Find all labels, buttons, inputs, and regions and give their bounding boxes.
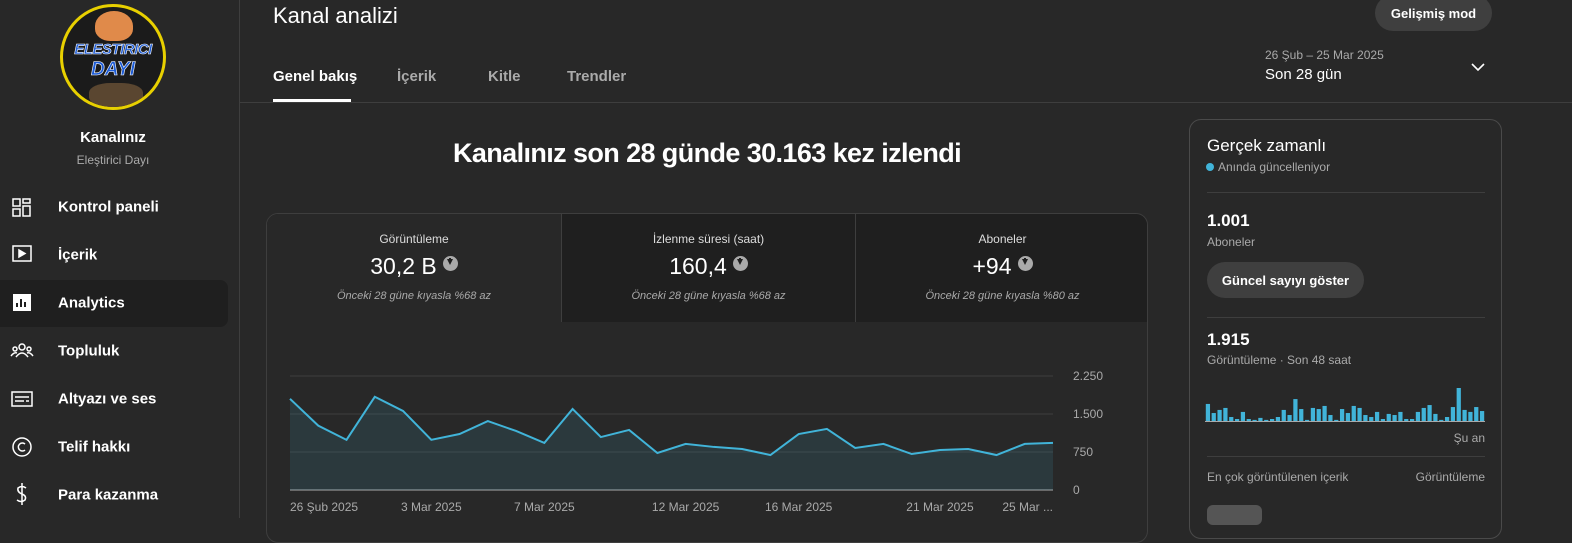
live-dot	[1206, 163, 1214, 171]
subscriber-count: 1.001	[1207, 211, 1250, 230]
overview-card: Görüntüleme 30,2 B Önceki 28 güne kıyasla …	[266, 213, 1148, 543]
period[interactable]: Son 28 gün	[1265, 66, 1342, 83]
metric-value: 160,4	[669, 253, 727, 279]
nav-active-bg	[0, 280, 228, 327]
metric-value: +94	[972, 253, 1012, 279]
period-chevron[interactable]	[1470, 62, 1486, 72]
tab[interactable]: Trendler	[567, 68, 627, 85]
nav-item[interactable]: İçerik	[58, 246, 98, 264]
icon-community	[10, 343, 34, 358]
metric-value: 30,2 B	[370, 253, 437, 279]
metric-cell[interactable]: Görüntüleme 30,2 B Önceki 28 güne kıyasla …	[267, 214, 561, 322]
icon-dashboard	[12, 198, 31, 217]
nav-item[interactable]: Altyazı ve ses	[58, 390, 157, 408]
nav-item[interactable]: Analytics	[58, 294, 125, 312]
avatar-text: ELESTIRICI	[74, 41, 153, 59]
nav-icons	[10, 198, 34, 505]
top-content-label: En çok görüntülenen içerik	[1207, 470, 1349, 484]
nav-item[interactable]: Telif hakkı	[58, 438, 131, 456]
tab[interactable]: Genel bakış	[273, 68, 358, 85]
realtime-status: Anında güncelleniyor	[1218, 160, 1331, 174]
realtime-divider	[1207, 456, 1485, 457]
icon-analytics	[13, 294, 31, 311]
views-count: 1.915	[1207, 330, 1250, 349]
headline: Kanalınız son 28 günde 30.163 kez izlend…	[452, 138, 962, 168]
metric-note: Önceki 28 güne kıyasla %68 az	[631, 290, 786, 302]
header-divider	[240, 102, 1572, 103]
now-label: Şu an	[1453, 431, 1485, 445]
metric-label: Aboneler	[978, 232, 1027, 246]
trend-down-icon	[442, 256, 458, 271]
channel-name: Eleştirici Dayı	[76, 153, 150, 167]
icon-subtitles	[11, 391, 33, 407]
advanced-mode-button[interactable]: Gelişmiş mod	[1375, 0, 1492, 31]
channel-label: Kanalınız	[80, 129, 146, 146]
sidebar: ELESTIRICI DAYI Kanalınız Eleştirici Day…	[0, 0, 240, 518]
metric-value-row: +94	[856, 253, 1147, 280]
views-label: Görüntüleme · Son 48 saat	[1207, 353, 1352, 367]
metric-label: Görüntüleme	[379, 232, 449, 246]
realtime-divider	[1207, 192, 1485, 193]
nav-item[interactable]: Kontrol paneli	[58, 198, 159, 216]
tab-underline	[273, 99, 351, 102]
avatar-figure	[89, 83, 143, 107]
date-range[interactable]: 26 Şub – 25 Mar 2025	[1265, 48, 1384, 62]
top-content-metric: Görüntüleme	[1415, 470, 1485, 484]
metric-value-row: 160,4	[562, 253, 855, 280]
channel-avatar[interactable]: ELESTIRICI DAYI	[60, 4, 166, 110]
show-count-button[interactable]: Güncel sayıyı göster	[1207, 262, 1364, 298]
page-title: Kanal analizi	[273, 3, 398, 28]
metric-cell[interactable]: Aboneler +94 Önceki 28 güne kıyasla %80 az	[855, 214, 1147, 322]
tab[interactable]: İçerik	[397, 68, 437, 85]
metric-value-row: 30,2 B	[267, 253, 561, 280]
video-thumbnail[interactable]	[1207, 505, 1262, 525]
subscriber-label: Aboneler	[1207, 235, 1256, 249]
realtime-title: Gerçek zamanlı	[1207, 136, 1327, 155]
tab[interactable]: Kitle	[488, 68, 521, 85]
trend-down-icon	[732, 256, 748, 271]
trend-down-icon	[1017, 256, 1033, 271]
nav-item[interactable]: Topluluk	[58, 342, 120, 360]
realtime-divider	[1207, 317, 1485, 318]
avatar-bun	[95, 11, 133, 41]
metric-label: İzlenme süresi (saat)	[652, 232, 765, 246]
nav-item[interactable]: Para kazanma	[58, 486, 159, 504]
icon-earn	[16, 483, 27, 505]
metric-note: Önceki 28 güne kıyasla %68 az	[336, 290, 492, 302]
metric-note: Önceki 28 güne kıyasla %80 az	[925, 290, 1080, 302]
avatar-text: DAYI	[91, 59, 136, 81]
icon-copyright	[12, 437, 32, 457]
metric-cell[interactable]: İzlenme süresi (saat) 160,4 Önceki 28 güne…	[561, 214, 855, 322]
icon-content	[12, 245, 32, 262]
